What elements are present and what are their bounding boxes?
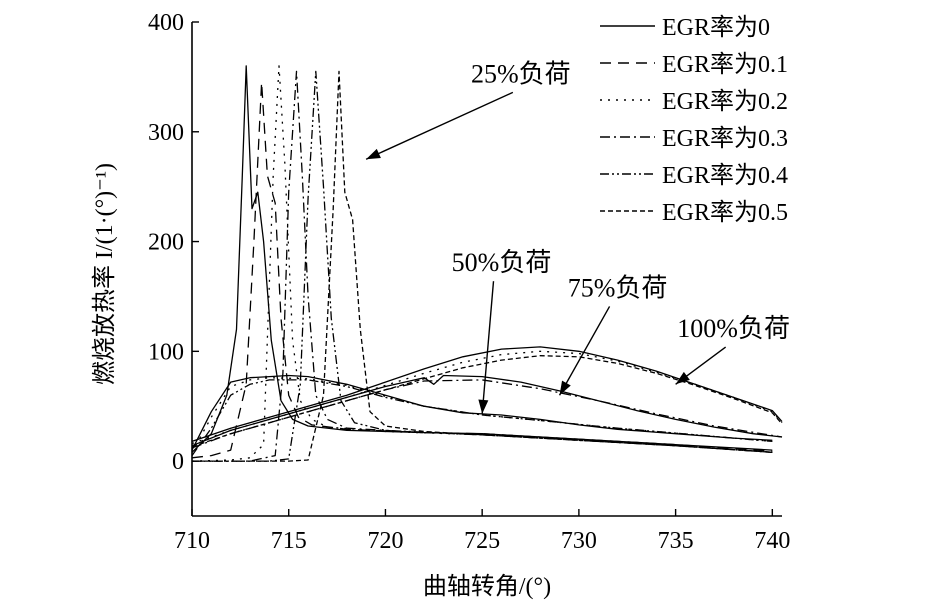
- legend-label: EGR率为0.1: [662, 51, 788, 78]
- series-group: [191, 65, 783, 462]
- series-line: [191, 355, 783, 448]
- legend-label: EGR率为0.4: [662, 162, 788, 189]
- annotation-arrowhead: [478, 399, 489, 414]
- series-line: [192, 70, 773, 462]
- series-line: [191, 65, 773, 462]
- legend-label: EGR率为0.2: [662, 88, 788, 115]
- legend-label: EGR率为0.5: [662, 199, 788, 226]
- x-tick-label: 715: [271, 528, 307, 554]
- y-tick-label: 400: [148, 10, 184, 36]
- y-tick-label: 100: [148, 339, 184, 365]
- annotation-label: 25%负荷: [471, 59, 571, 88]
- y-tick-label: 200: [148, 230, 184, 256]
- y-tick-label: 300: [148, 120, 184, 146]
- x-tick-label: 735: [658, 528, 694, 554]
- axes: [191, 22, 782, 517]
- x-tick-label: 730: [561, 528, 597, 554]
- annotation-arrow: [365, 91, 514, 160]
- series-line: [191, 81, 773, 459]
- legend-label: EGR率为0: [662, 14, 770, 41]
- annotation-label: 100%负荷: [677, 314, 790, 343]
- x-tick-label: 740: [754, 528, 790, 554]
- x-tick-label: 710: [174, 528, 210, 554]
- x-tick-label: 720: [367, 528, 403, 554]
- annotation-arrowhead: [559, 380, 571, 396]
- y-axis-label: 燃烧放热率 I/(1·(°)⁻¹): [91, 163, 118, 385]
- y-tick-label: 0: [172, 449, 184, 475]
- annotation-arrow: [481, 281, 495, 414]
- legend-label: EGR率为0.3: [662, 125, 788, 152]
- annotation-arrowhead: [366, 148, 381, 160]
- annotation-label: 75%负荷: [568, 273, 668, 302]
- annotation-arrow: [558, 306, 611, 396]
- x-tick-label: 725: [464, 528, 500, 554]
- series-line: [191, 346, 783, 443]
- annotation-label: 50%负荷: [452, 248, 552, 277]
- x-axis-label: 曲轴转角/(°): [423, 573, 551, 600]
- annotation-arrowhead: [675, 371, 690, 385]
- annotations: 25%负荷 50%负荷 75%负荷 100%负荷: [365, 59, 790, 414]
- legend: EGR率为0 EGR率为0.1 EGR率为0.2 EGR率为0.3 EGR率为0.4 EG…: [600, 14, 788, 226]
- tick-labels: 710 715 720 725 730 735 740 0 100 200 300 400: [148, 10, 790, 554]
